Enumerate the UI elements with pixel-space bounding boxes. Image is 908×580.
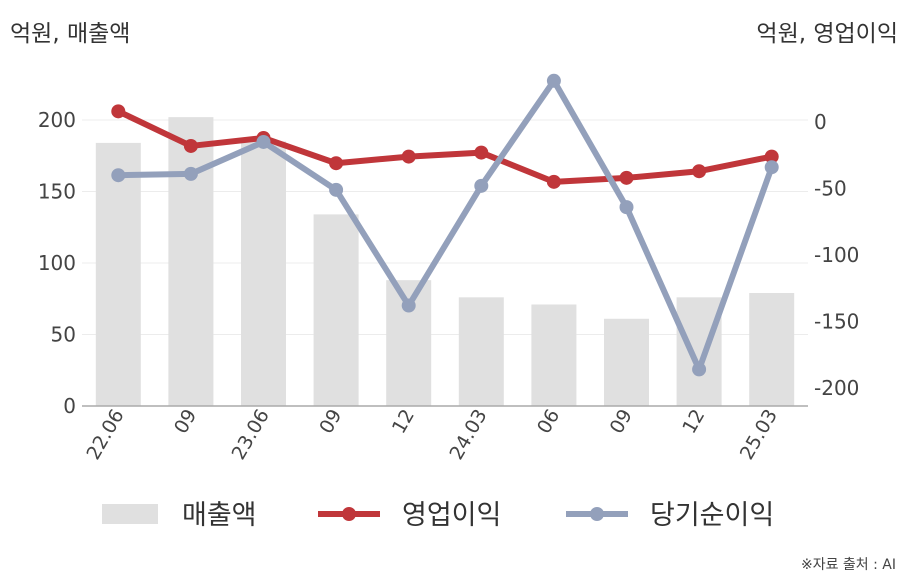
right-axis-ticks: 0 -50 -100 -150 -200 xyxy=(814,110,859,400)
bar xyxy=(749,293,795,406)
data-point xyxy=(764,149,779,164)
left-axis-ticks: 0 50 100 150 200 xyxy=(38,108,76,418)
y-tick-label: 100 xyxy=(38,251,76,275)
data-point xyxy=(329,182,344,197)
x-tick-label: 09 xyxy=(315,406,346,438)
source-note: ※자료 출처 : AI xyxy=(800,557,896,573)
data-point xyxy=(256,134,271,149)
data-point xyxy=(474,145,489,160)
bar xyxy=(313,214,359,406)
data-point xyxy=(474,178,489,193)
data-point xyxy=(546,73,561,88)
y-tick-label: -150 xyxy=(814,310,859,334)
legend-label: 영업이익 xyxy=(402,500,501,531)
series-line xyxy=(115,77,775,373)
y-tick-label: -100 xyxy=(814,243,859,267)
data-point xyxy=(111,104,126,119)
x-tick-label: 12 xyxy=(678,406,709,438)
x-tick-label: 06 xyxy=(533,406,564,438)
bar xyxy=(604,318,649,406)
data-point xyxy=(764,160,779,175)
left-axis-unit: 억원, 매출액 xyxy=(10,21,131,47)
data-point xyxy=(183,166,198,181)
y-tick-label: 150 xyxy=(38,180,76,204)
legend-label: 매출액 xyxy=(182,500,257,531)
x-tick-label: 23.06 xyxy=(228,406,274,464)
bar xyxy=(241,141,286,406)
legend-marker xyxy=(590,507,604,521)
data-point xyxy=(619,170,634,185)
x-axis-ticks: 22.06 09 23.06 09 12 24.03 06 09 12 25.03 xyxy=(82,406,782,464)
bar xyxy=(95,142,141,406)
data-point xyxy=(111,168,126,183)
legend-label: 당기순이익 xyxy=(650,500,774,531)
bar xyxy=(531,304,577,406)
data-point xyxy=(329,156,344,171)
bar xyxy=(168,117,214,406)
y-tick-label: 0 xyxy=(63,394,76,418)
x-tick-label: 09 xyxy=(606,406,637,438)
x-tick-label: 12 xyxy=(388,406,419,438)
x-tick-label: 24.03 xyxy=(445,406,491,464)
x-tick-label: 22.06 xyxy=(82,406,128,464)
y-tick-label: -50 xyxy=(814,177,847,201)
line-series xyxy=(111,73,779,377)
x-tick-label: 09 xyxy=(170,406,201,438)
data-point xyxy=(692,164,707,179)
legend-swatch xyxy=(102,504,158,524)
right-axis-unit: 억원, 영업이익 xyxy=(756,21,898,47)
data-point xyxy=(183,138,198,153)
data-point xyxy=(401,149,416,164)
y-tick-label: 50 xyxy=(51,323,76,347)
y-tick-label: 200 xyxy=(38,108,76,132)
data-point xyxy=(401,298,416,313)
data-point xyxy=(692,362,707,377)
x-tick-label: 25.03 xyxy=(736,406,782,464)
y-tick-label: 0 xyxy=(814,110,827,134)
series-line xyxy=(115,108,775,185)
data-point xyxy=(546,174,561,189)
bar xyxy=(458,297,504,406)
y-tick-label: -200 xyxy=(814,376,859,400)
bar xyxy=(676,297,722,406)
bar-series xyxy=(95,117,795,406)
legend-marker xyxy=(342,507,356,521)
legend: 매출액 영업이익 당기순이익 xyxy=(102,500,774,531)
data-point xyxy=(619,200,634,215)
